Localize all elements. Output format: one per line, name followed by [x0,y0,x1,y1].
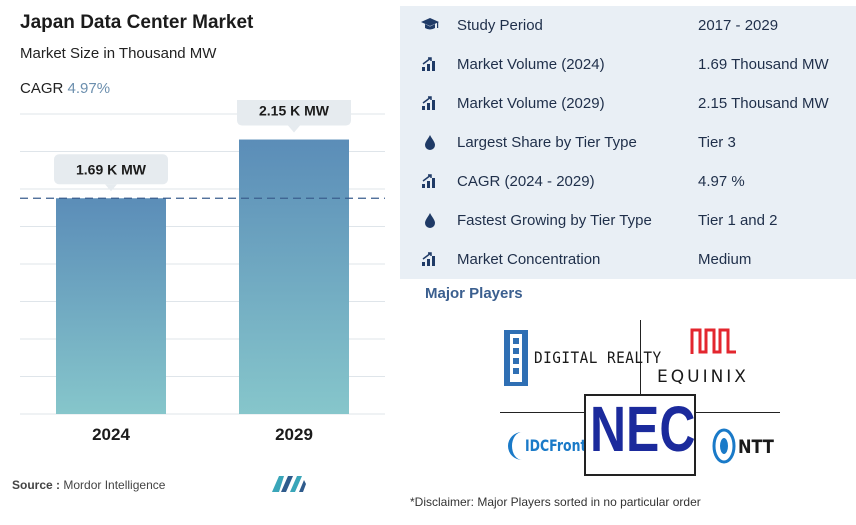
source-text: Mordor Intelligence [63,478,166,492]
bar-chart-icon [422,57,435,71]
cagr-display: CAGR 4.97% [20,80,110,97]
drop-icon [425,213,435,228]
bar-chart-icon [422,174,435,188]
drop-icon [425,135,435,150]
stat-row-volume-2024: Market Volume (2024) 1.69 Thousand MW [400,45,856,84]
stat-label: Fastest Growing by Tier Type [457,212,652,229]
chart-title: Japan Data Center Market [20,12,254,33]
x-tick-label: 2024 [92,425,130,444]
stats-panel: Study Period 2017 - 2029 Market Volume (… [400,6,856,279]
ntt-mark [712,428,736,464]
stat-row-volume-2029: Market Volume (2029) 2.15 Thousand MW [400,84,856,123]
stat-row-largest-share: Largest Share by Tier Type Tier 3 [400,123,856,162]
stat-row-fastest-growing: Fastest Growing by Tier Type Tier 1 and … [400,201,856,240]
bar-chart-icon [422,96,435,110]
cagr-label: CAGR [20,80,64,97]
nec-logo-box [584,394,696,476]
data-label-pointer [105,184,117,192]
equinix-logo-text: EQUINIX [657,367,749,387]
source-line: Source : Mordor Intelligence [12,478,165,492]
stat-label: CAGR (2024 - 2029) [457,173,595,190]
bar-2029 [239,139,349,414]
bar-chart: 1.69 K MW 2024 2.15 K MW 2029 [20,100,385,444]
stat-value: 1.69 Thousand MW [698,56,829,73]
cagr-value: 4.97% [67,80,111,97]
data-label: 2.15 K MW [259,103,330,119]
bar-2024 [56,198,166,414]
ntt-logo-text: NTT [738,436,774,458]
stat-value: 2017 - 2029 [698,17,779,34]
nec-logo-text: NEC [590,393,696,465]
stat-row-study-period: Study Period 2017 - 2029 [400,6,856,45]
stat-value: 2.15 Thousand MW [698,95,829,112]
stat-label: Market Concentration [457,251,601,268]
bar-chart-icon [422,252,435,266]
disclaimer: *Disclaimer: Major Players sorted in no … [410,495,701,509]
stat-row-concentration: Market Concentration Medium [400,240,856,279]
stat-value: Medium [698,251,752,268]
stat-label: Largest Share by Tier Type [457,134,637,151]
data-label: 1.69 K MW [76,161,147,177]
stat-value: 4.97 % [698,173,745,190]
digital-realty-mark [504,330,528,386]
digital-realty-logo-text: DIGITAL REALTY [534,348,662,367]
equinix-mark [690,328,736,354]
data-label-box [54,154,168,185]
stat-label: Market Volume (2029) [457,95,605,112]
stat-value: Tier 1 and 2 [698,212,778,229]
stat-label: Study Period [457,17,543,34]
data-label-box [237,100,351,126]
x-tick-label: 2029 [275,425,313,444]
logo-grid-divider [640,320,641,395]
idcfrontier-mark [508,432,522,460]
stat-label: Market Volume (2024) [457,56,605,73]
chart-subtitle: Market Size in Thousand MW [20,45,217,62]
stat-value: Tier 3 [698,134,736,151]
stat-row-cagr: CAGR (2024 - 2029) 4.97 % [400,162,856,201]
source-label: Source : [12,478,61,492]
major-players-heading: Major Players [425,285,523,302]
mordor-intelligence-logo [272,476,306,492]
graduation-cap-icon [421,18,439,30]
data-label-pointer [288,125,300,133]
